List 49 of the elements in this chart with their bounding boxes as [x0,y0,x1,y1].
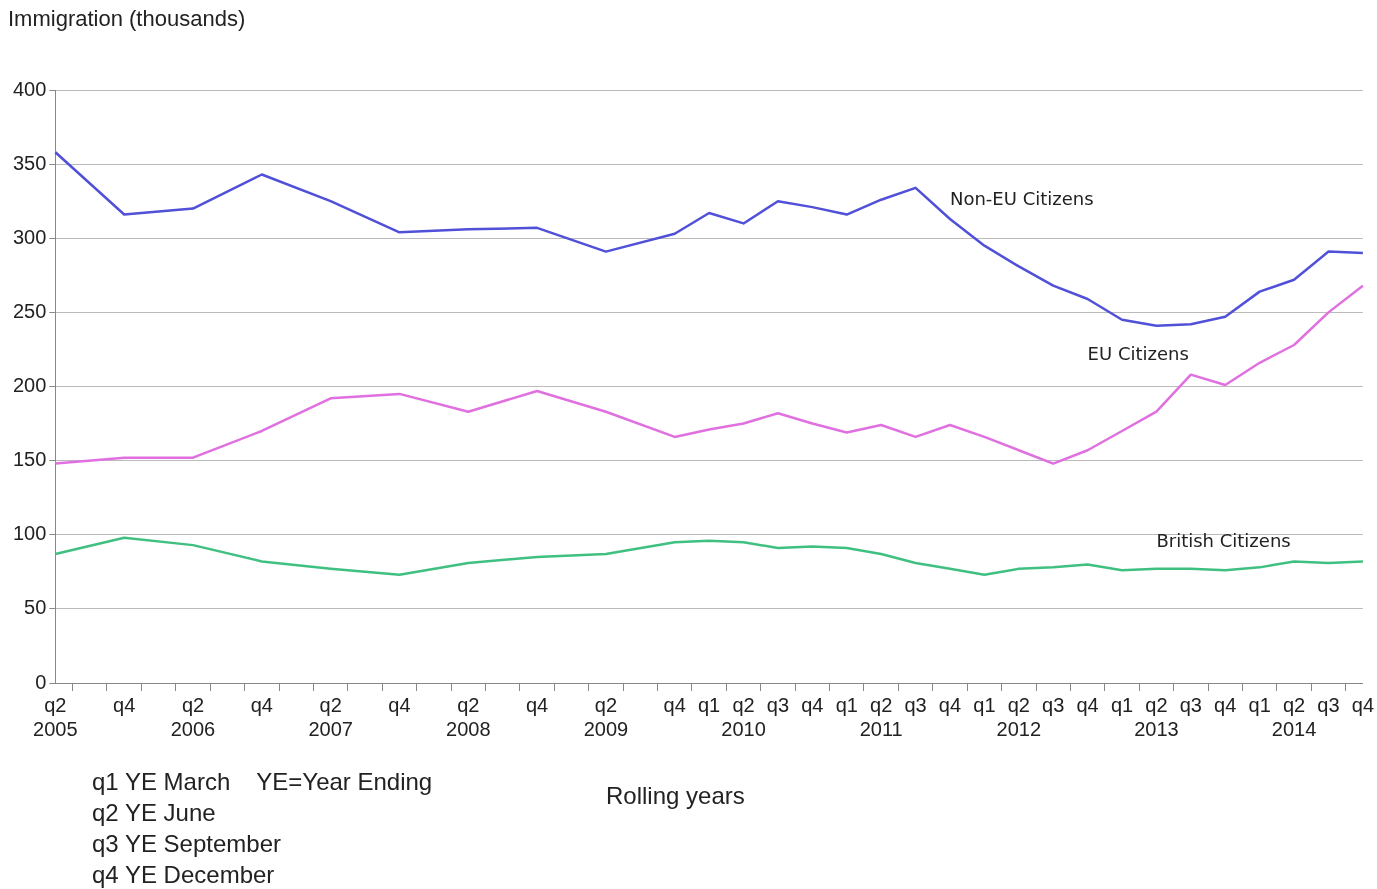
x-tick-label: q1 [835,693,858,716]
x-tick-label: q1 [973,693,996,716]
x-tick-label: q4 [1076,693,1099,716]
x-tick-label: q3 [904,693,927,716]
x-tick-label: q4 [1351,693,1374,716]
series-label: British Citizens [1156,530,1291,552]
y-tick-label: 100 [12,522,47,545]
x-tick-label: q2 2007 [308,693,353,740]
x-tick-label: q2 2013 [1134,693,1179,740]
x-tick-label: q4 [801,693,824,716]
text: q4 YE December [92,861,275,888]
y-tick-label: 350 [12,151,47,174]
x-tick-label: q3 [1179,693,1202,716]
text: q3 YE September [92,830,282,857]
y-tick-label: 250 [12,299,47,322]
x-tick-label: q2 2006 [170,693,216,740]
text: YE=Year Ending [256,768,433,795]
y-tick-label: 150 [12,448,47,471]
text: q2 YE June [92,799,216,826]
x-tick-label: q2 2011 [859,693,903,740]
x-tick-label: q1 [1248,693,1271,716]
x-tick-label: q2 2009 [583,693,629,740]
x-tick-label: q2 2010 [721,693,766,740]
y-axis-title: Immigration (thousands) [8,6,246,32]
text: q1 YE March [92,768,231,795]
x-tick-label: q4 [113,693,136,716]
series-label: Non-EU Citizens [949,187,1094,209]
x-tick-label: q4 [663,693,686,716]
x-tick-label: q3 [1317,693,1340,716]
x-tick-label: q4 [938,693,962,716]
x-tick-label: q3 [766,693,790,716]
x-tick-label: q4 [250,693,273,716]
x-tick-label: q3 [1042,693,1065,716]
y-tick-label: 50 [24,596,47,619]
x-tick-label: q4 [1214,693,1237,716]
x-tick-label: q2 2012 [996,693,1042,740]
y-tick-label: 0 [35,670,47,693]
y-tick-label: 400 [12,77,47,100]
x-tick-label: q4 [525,693,549,716]
x-tick-label: q2 2014 [1271,693,1317,740]
x-tick-label: q4 [388,693,411,716]
x-tick-label: q1 [1110,693,1134,716]
x-tick-label: q1 [698,693,721,716]
x-tick-label: q2 2005 [33,693,78,740]
series-label: EU Citizens [1087,343,1189,365]
x-tick-label: q2 2008 [446,693,491,740]
y-tick-label: 200 [12,374,47,397]
x-axis-title: Rolling years [606,782,745,810]
y-tick-label: 300 [12,225,47,248]
